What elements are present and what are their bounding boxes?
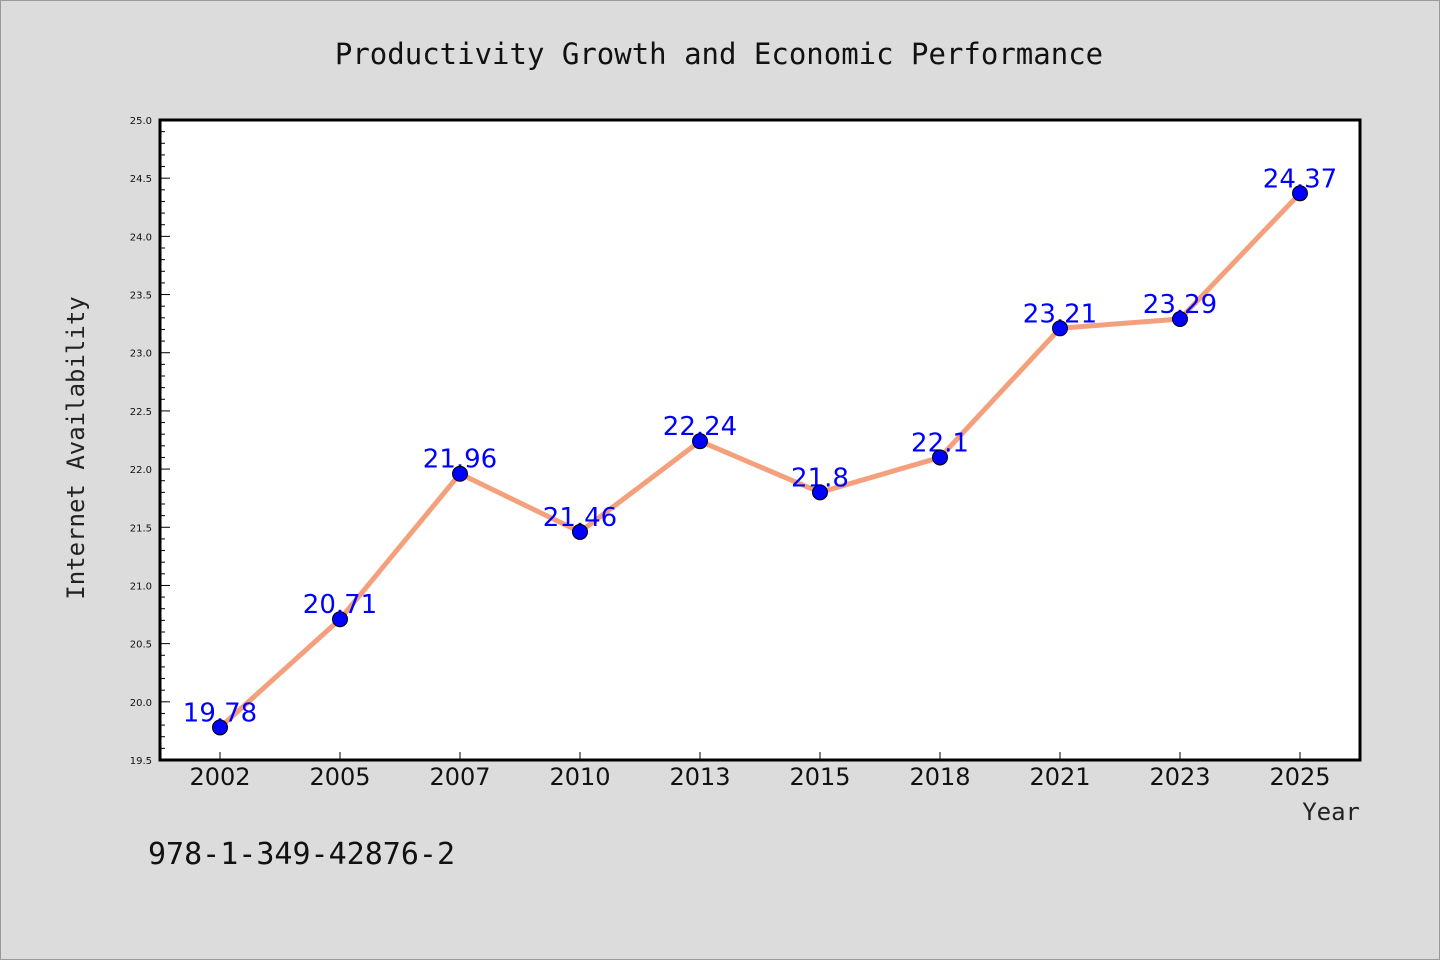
y-tick-label: 24.0 [130, 232, 152, 243]
y-tick-label: 22.0 [130, 465, 152, 476]
data-point [1292, 185, 1308, 202]
data-point [452, 465, 468, 482]
series-line [217, 190, 1303, 730]
data-point [572, 523, 588, 540]
data-point [812, 484, 828, 501]
x-tick-label: 2021 [1029, 763, 1090, 791]
data-point [332, 611, 348, 628]
x-tick-label: 2025 [1269, 763, 1330, 791]
y-axis: 19.5 20.0 20.5 21.0 21.5 22.0 22.5 23.0 23.5 24.0… [130, 116, 170, 767]
plot-border [158, 118, 1362, 762]
y-tick-label: 21.0 [130, 581, 152, 592]
y-tick-label: 19.5 [130, 756, 152, 767]
y-tick-label: 20.5 [130, 640, 152, 651]
y-tick-label: 23.5 [130, 291, 152, 302]
data-point [692, 433, 708, 450]
x-tick-label: 2013 [669, 763, 730, 791]
x-axis-label: Year [1302, 798, 1360, 826]
data-point [932, 449, 948, 466]
y-tick-label: 21.5 [130, 523, 152, 534]
y-tick-label: 25.0 [130, 116, 152, 127]
x-tick-label: 2010 [549, 763, 610, 791]
x-axis: 2002 2005 2007 2010 2013 2015 2018 2021 2023 2025 [189, 752, 1331, 791]
chart-title: Productivity Growth and Economic Perform… [335, 37, 1103, 71]
x-tick-label: 2015 [789, 763, 850, 791]
y-axis-label: Internet Availability [62, 296, 90, 599]
y-tick-label: 23.0 [130, 349, 152, 360]
x-tick-label: 2018 [909, 763, 970, 791]
data-point [1052, 320, 1068, 337]
x-tick-label: 2002 [189, 763, 250, 791]
y-tick-label: 20.0 [130, 698, 152, 709]
x-tick-label: 2007 [429, 763, 490, 791]
data-point [1172, 310, 1188, 327]
x-tick-label: 2023 [1149, 763, 1210, 791]
footer-isbn: 978-1-349-42876-2 [148, 837, 455, 872]
plot-area [160, 120, 1360, 760]
y-tick-label: 22.5 [130, 407, 152, 418]
x-tick-label: 2005 [309, 763, 370, 791]
data-point [212, 719, 228, 736]
y-tick-label: 24.5 [130, 174, 152, 185]
